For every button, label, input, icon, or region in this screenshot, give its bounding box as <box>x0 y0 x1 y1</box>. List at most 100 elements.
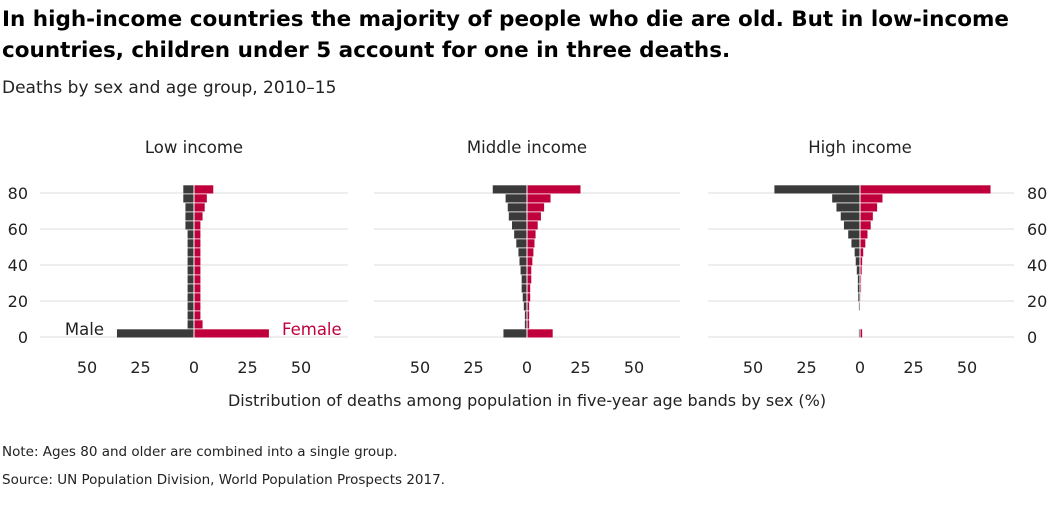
female-bar <box>194 239 201 248</box>
male-bar <box>492 185 527 194</box>
male-bar <box>187 302 194 311</box>
y-tick-label-left: 20 <box>8 292 28 311</box>
chart-note: Note: Ages 80 and older are combined int… <box>2 444 398 460</box>
male-bar <box>185 203 194 212</box>
male-bar <box>858 329 860 338</box>
x-tick-label: 25 <box>130 358 150 377</box>
female-label: Female <box>282 320 342 339</box>
female-bar <box>527 320 530 329</box>
male-bar <box>857 284 860 293</box>
male-bar <box>116 329 194 338</box>
female-bar <box>860 221 871 230</box>
female-bar <box>860 239 866 248</box>
male-bar <box>854 248 860 257</box>
female-bar <box>194 293 201 302</box>
male-bar <box>522 293 527 302</box>
female-bar <box>527 266 532 275</box>
male-bar <box>524 320 527 329</box>
y-tick-label-right: 20 <box>1027 292 1047 311</box>
male-bar <box>187 311 194 320</box>
female-bar <box>527 302 530 311</box>
male-bar <box>524 311 527 320</box>
female-bar <box>860 230 868 239</box>
male-bar <box>187 320 194 329</box>
female-bar <box>860 248 864 257</box>
female-bar <box>527 203 545 212</box>
male-bar <box>519 257 527 266</box>
female-bar <box>194 230 201 239</box>
male-bar <box>508 212 527 221</box>
female-bar <box>860 203 878 212</box>
male-bar <box>512 221 527 230</box>
male-bar <box>187 275 194 284</box>
male-bar <box>514 230 527 239</box>
x-tick-label: 50 <box>957 358 977 377</box>
male-bar <box>187 239 194 248</box>
female-bar <box>194 266 201 275</box>
y-tick-label-right: 80 <box>1027 184 1047 203</box>
y-tick-label-left: 60 <box>8 220 28 239</box>
male-bar <box>858 293 860 302</box>
female-bar <box>194 194 207 203</box>
male-bar <box>843 221 860 230</box>
chart-title: In high-income countries the majority of… <box>2 7 1009 63</box>
x-tick-label: 0 <box>522 358 532 377</box>
female-bar <box>194 203 205 212</box>
x-tick-label: 50 <box>743 358 763 377</box>
male-bar <box>520 266 527 275</box>
y-tick-label-right: 0 <box>1027 328 1037 347</box>
x-tick-label: 25 <box>237 358 257 377</box>
female-bar <box>527 194 551 203</box>
female-bar <box>860 257 863 266</box>
female-bar <box>860 212 873 221</box>
male-bar <box>848 230 860 239</box>
female-bar <box>194 320 203 329</box>
female-bar <box>194 185 214 194</box>
female-bar <box>860 284 862 293</box>
male-bar <box>503 329 527 338</box>
male-bar <box>187 257 194 266</box>
female-bar <box>194 221 201 230</box>
y-tick-label-left: 0 <box>18 328 28 347</box>
population-pyramid-chart: Low income 50 25 0 25 50 Middle income 50 25 0 25 5… <box>8 138 1048 410</box>
female-bar <box>194 275 201 284</box>
panel-title: Middle income <box>467 138 587 157</box>
male-bar <box>851 239 860 248</box>
panel-title: High income <box>808 138 912 157</box>
male-bar <box>183 194 194 203</box>
female-bar <box>194 329 269 338</box>
male-bar <box>836 203 860 212</box>
female-bar <box>860 185 991 194</box>
chart-source: Source: UN Population Division, World Po… <box>2 472 445 488</box>
female-bar <box>527 257 533 266</box>
x-tick-label: 25 <box>463 358 483 377</box>
male-bar <box>523 302 527 311</box>
male-bar <box>521 275 527 284</box>
y-tick-label-right: 40 <box>1027 256 1047 275</box>
female-bar <box>527 230 536 239</box>
male-bar <box>507 203 527 212</box>
x-tick-label: 50 <box>410 358 430 377</box>
male-bar <box>840 212 860 221</box>
x-axis-label: Distribution of deaths among population … <box>228 391 826 410</box>
female-bar <box>860 194 883 203</box>
y-tick-label-left: 80 <box>8 184 28 203</box>
female-bar <box>194 212 203 221</box>
female-bar <box>860 329 863 338</box>
male-label: Male <box>65 320 104 339</box>
male-bar <box>505 194 527 203</box>
female-bar <box>527 284 531 293</box>
female-bar <box>860 266 862 275</box>
female-bar <box>194 302 201 311</box>
male-bar <box>185 212 194 221</box>
male-bar <box>185 221 194 230</box>
male-bar <box>187 293 194 302</box>
x-tick-label: 50 <box>77 358 97 377</box>
male-bar <box>516 239 527 248</box>
male-bar <box>187 248 194 257</box>
female-bar <box>194 284 201 293</box>
female-bar <box>194 257 201 266</box>
female-bar <box>527 329 553 338</box>
y-tick-label-right: 60 <box>1027 220 1047 239</box>
female-bar <box>527 212 541 221</box>
